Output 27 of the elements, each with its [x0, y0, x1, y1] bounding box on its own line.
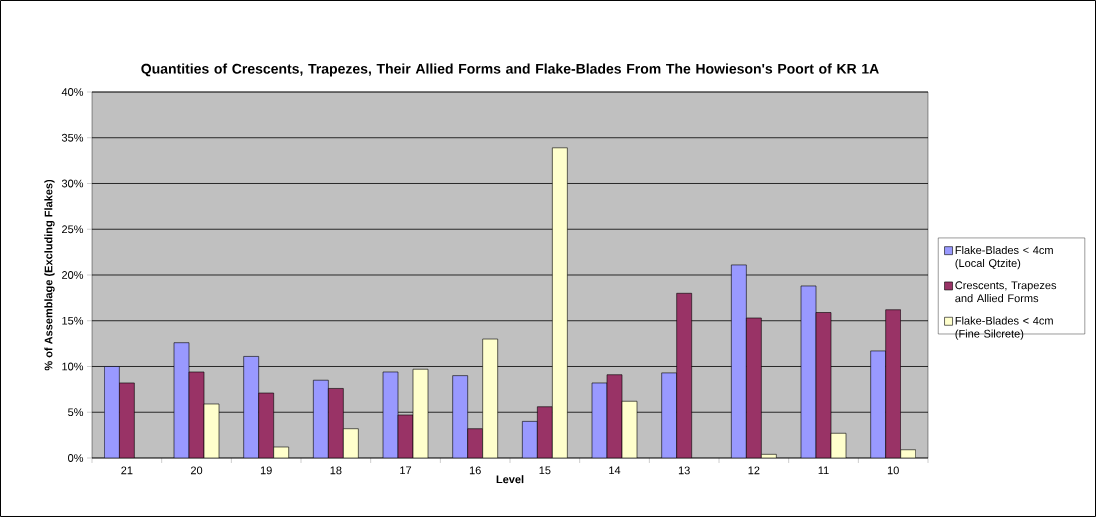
x-tick-label: 21 [121, 466, 133, 475]
y-tick-label: 35% [61, 133, 84, 142]
y-tick-label: 5% [68, 408, 84, 417]
x-tick-label: 18 [330, 466, 342, 475]
x-tick-label: 19 [260, 466, 272, 475]
x-tick-label: 13 [678, 466, 690, 475]
y-tick-label: 30% [61, 179, 84, 188]
y-tick-label: 25% [62, 225, 84, 234]
x-tick-label: 20 [190, 466, 203, 475]
x-tick-label: 17 [400, 466, 412, 475]
legend-label: Flake-Blades < 4cm (Fine Silcrete) [955, 316, 1053, 340]
y-tick-label: 10% [62, 362, 84, 371]
x-tick-label: 14 [609, 466, 621, 475]
x-tick-label: 11 [818, 466, 829, 475]
legend-label: Flake-Blades < 4cm (Local Qtzite) [955, 245, 1053, 270]
chart-title: Quantities of Crescents, Trapezes, Their Allied Forms and Flake-Blades From The Howieson's Poort of KR 1A [141, 63, 879, 77]
x-axis-title: Level [496, 475, 524, 484]
y-tick-label: 40% [61, 88, 84, 96]
x-tick-label: 16 [469, 466, 481, 475]
x-tick-label: 12 [748, 466, 760, 475]
y-axis-title: % of Assemblage (Excluding Flakes) [44, 179, 55, 371]
y-tick-label: 20% [62, 271, 84, 279]
legend-label: Crescents, Trapezes and Allied Forms [955, 281, 1057, 303]
y-tick-label: 0% [68, 454, 84, 462]
y-tick-label: 15% [62, 316, 84, 325]
x-tick-label: 15 [539, 466, 551, 475]
x-tick-label: 10 [887, 466, 899, 475]
